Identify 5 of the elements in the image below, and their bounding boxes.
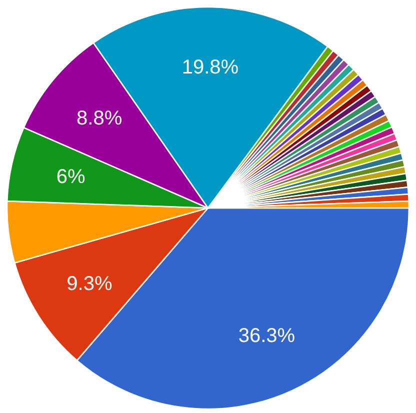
data-label: 6% <box>56 166 86 188</box>
data-label: 9.3% <box>66 272 112 295</box>
data-label: 19.8% <box>182 56 239 78</box>
data-label: 36.3% <box>238 324 296 347</box>
data-label: 8.8% <box>76 108 122 130</box>
